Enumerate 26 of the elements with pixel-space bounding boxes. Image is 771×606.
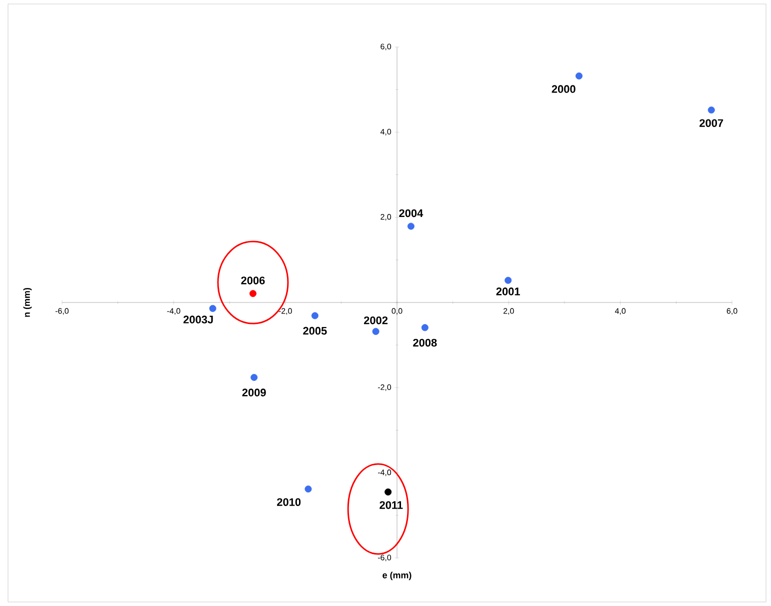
annotation: 2011 [380,501,403,509]
point [304,486,312,492]
point [504,276,512,284]
annotation: 2005 [303,326,327,335]
point [311,312,318,320]
x-axis-title: e (mm) [382,572,412,580]
annotation: 2006 [241,276,265,284]
point [407,222,414,230]
annotation: 2010 [277,498,301,506]
annotation: 2007 [700,119,724,127]
annotation: 2003J [183,316,213,324]
annotation: 2002 [364,316,388,324]
point [209,304,216,312]
annotation: 2001 [496,288,520,296]
point [249,290,256,298]
point [421,324,428,332]
point [384,488,392,496]
point [372,328,380,335]
annotation: 2008 [413,338,437,347]
y-axis-title: n (mm) [23,288,32,317]
point [250,374,258,381]
point [708,106,715,114]
annotation: 2009 [242,388,266,396]
point [576,72,583,80]
annotation: 2004 [399,209,424,218]
annotation: 2000 [552,85,576,93]
